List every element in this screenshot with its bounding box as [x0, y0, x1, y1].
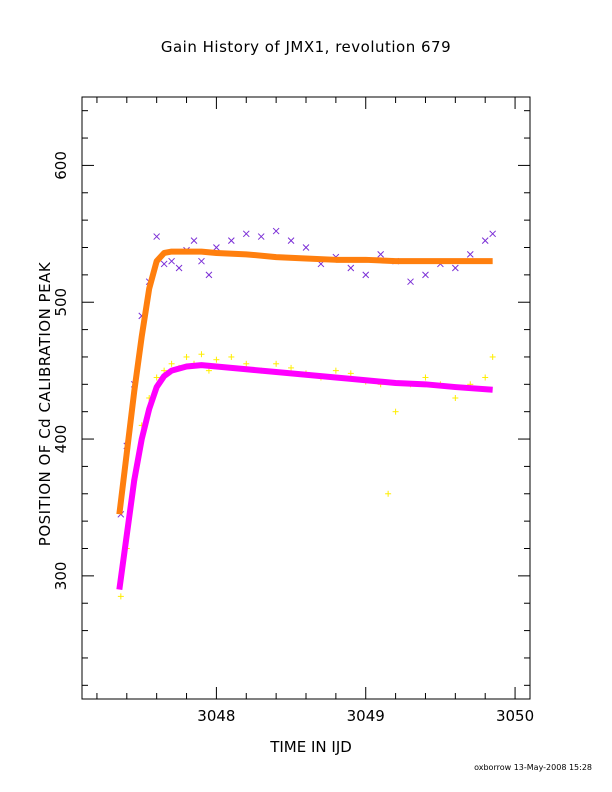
axis-tick-labels: 3048 3049 3050 300 400 500 600: [52, 151, 534, 725]
point-stroke: [175, 264, 183, 272]
data-marks: [116, 227, 497, 600]
data-point: [153, 374, 160, 381]
data-point: [153, 233, 161, 240]
data-point: [190, 237, 198, 245]
point-stroke: [160, 260, 168, 268]
data-point: [466, 250, 474, 258]
point-stroke: [213, 244, 220, 251]
data-point: [273, 360, 280, 367]
data-point: [451, 264, 459, 272]
data-point: [117, 593, 124, 600]
data-point: [481, 237, 489, 245]
data-point: [332, 367, 339, 374]
data-point: [183, 353, 190, 360]
x-axis-label: TIME IN IJD: [270, 738, 352, 756]
data-point: [347, 370, 354, 377]
y-tick-label: 400: [52, 425, 70, 454]
x-tick-label: 3048: [197, 707, 235, 725]
chart-title: Gain History of JMX1, revolution 679: [160, 38, 452, 56]
footer-stamp: oxborrow 13-May-2008 15:28: [474, 763, 592, 772]
point-stroke: [466, 250, 474, 258]
data-point: [243, 360, 250, 367]
point-stroke: [489, 230, 497, 238]
point-stroke: [168, 257, 175, 265]
data-point: [168, 360, 175, 367]
data-point: [362, 271, 370, 279]
data-point: [205, 271, 213, 279]
data-point: [287, 237, 295, 245]
point-stroke: [451, 264, 459, 272]
data-point: [489, 353, 496, 360]
point-stroke: [422, 271, 429, 279]
data-point: [227, 237, 235, 245]
data-point: [272, 227, 280, 235]
point-stroke: [227, 237, 235, 245]
point-stroke: [287, 237, 295, 245]
point-stroke: [242, 230, 250, 238]
point-stroke: [481, 237, 489, 245]
data-point: [213, 244, 220, 251]
series-line-2: [116, 248, 493, 515]
data-point: [489, 230, 497, 238]
point-stroke: [205, 271, 213, 279]
data-point: [482, 374, 489, 381]
series-line-3: [116, 362, 493, 590]
data-point: [175, 264, 183, 272]
data-point: [288, 364, 295, 371]
data-point: [407, 278, 414, 286]
data-point: [242, 230, 250, 238]
point-stroke: [407, 278, 414, 286]
data-point: [392, 408, 399, 415]
x-tick-label: 3049: [347, 707, 385, 725]
point-stroke: [198, 257, 205, 265]
point-stroke: [362, 271, 370, 279]
point-stroke: [347, 264, 355, 272]
y-tick-label: 500: [52, 288, 70, 317]
data-point: [228, 353, 235, 360]
data-point: [257, 233, 265, 240]
point-stroke: [153, 233, 161, 240]
y-axis-label: POSITION OF Cd CALIBRATION PEAK: [36, 261, 54, 547]
data-point: [385, 490, 392, 497]
data-point: [160, 260, 168, 268]
x-tick-label: 3050: [496, 707, 534, 725]
point-stroke: [190, 237, 198, 245]
data-point: [198, 257, 205, 265]
point-stroke: [377, 250, 385, 258]
data-point: [213, 356, 220, 363]
data-point: [422, 271, 429, 279]
y-tick-label: 300: [52, 562, 70, 591]
data-point: [198, 351, 205, 358]
point-stroke: [272, 227, 280, 235]
data-point: [302, 244, 310, 251]
data-point: [168, 257, 175, 265]
point-stroke: [257, 233, 265, 240]
y-tick-label: 600: [52, 151, 70, 180]
point-stroke: [302, 244, 310, 251]
data-point: [347, 264, 355, 272]
data-point: [422, 374, 429, 381]
axis-ticks: [82, 97, 530, 699]
data-point: [452, 395, 459, 401]
data-point: [377, 250, 385, 258]
